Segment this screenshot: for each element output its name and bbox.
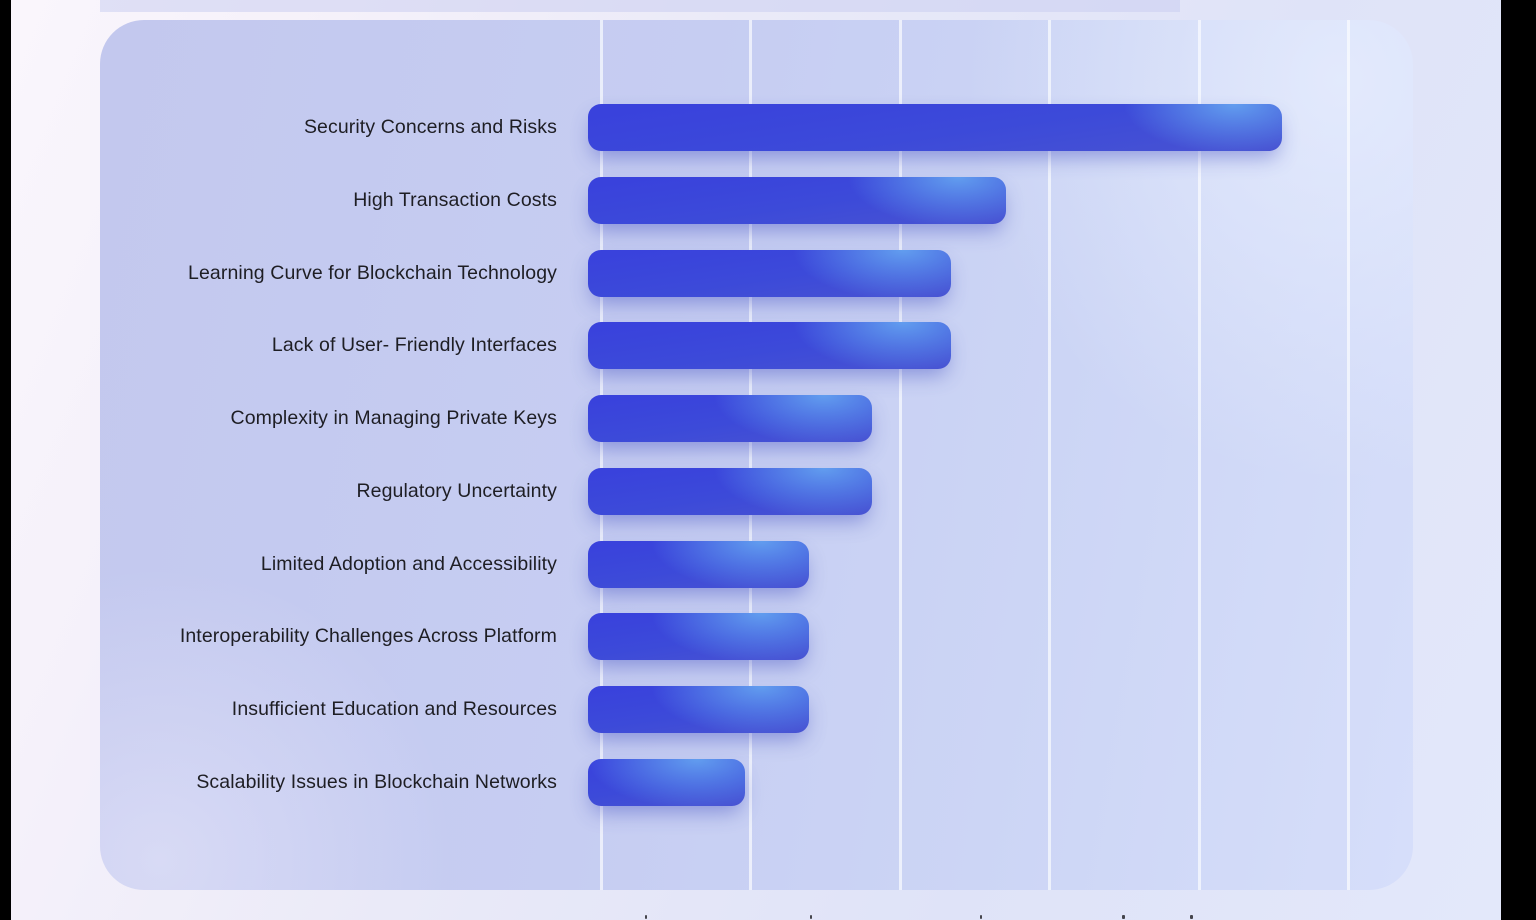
bar	[588, 104, 1282, 151]
cutoff-text-fragment	[645, 915, 647, 919]
chart-panel: Security Concerns and Risks High Transact…	[100, 20, 1413, 890]
category-label: Limited Adoption and Accessibility	[260, 553, 557, 575]
bar-row: High Transaction Costs	[100, 177, 1413, 224]
bar	[588, 322, 951, 369]
bar-row: Complexity in Managing Private Keys	[100, 395, 1413, 442]
gridline	[600, 20, 603, 890]
category-label: Regulatory Uncertainty	[356, 480, 557, 502]
bar-row: Limited Adoption and Accessibility	[100, 541, 1413, 588]
bar-row: Security Concerns and Risks	[100, 104, 1413, 151]
category-label: Security Concerns and Risks	[303, 116, 557, 138]
bar	[588, 686, 809, 733]
category-label: High Transaction Costs	[353, 189, 557, 211]
bar	[588, 250, 951, 297]
cutoff-top-band	[100, 0, 1180, 12]
bar	[588, 613, 809, 660]
cutoff-text-fragment	[980, 915, 982, 919]
gridline	[899, 20, 902, 890]
category-label: Complexity in Managing Private Keys	[230, 407, 557, 429]
bar	[588, 395, 872, 442]
cutoff-text-fragment	[1190, 915, 1193, 919]
bar-row: Learning Curve for Blockchain Technology	[100, 250, 1413, 297]
gridline	[1198, 20, 1201, 890]
category-label: Insufficient Education and Resources	[231, 698, 557, 720]
gridline	[749, 20, 752, 890]
gridline	[1347, 20, 1350, 890]
bar	[588, 541, 809, 588]
category-label: Learning Curve for Blockchain Technology	[188, 262, 557, 284]
bar	[588, 468, 872, 515]
bar-row: Interoperability Challenges Across Platf…	[100, 613, 1413, 660]
cutoff-text-fragment	[1122, 915, 1125, 919]
bar	[588, 177, 1006, 224]
bar-row: Scalability Issues in Blockchain Network…	[100, 759, 1413, 806]
gridline	[1048, 20, 1051, 890]
bar	[588, 759, 745, 806]
category-label: Interoperability Challenges Across Platf…	[179, 625, 557, 647]
category-label: Lack of User- Friendly Interfaces	[271, 334, 557, 356]
bar-row: Regulatory Uncertainty	[100, 468, 1413, 515]
bar-row: Lack of User- Friendly Interfaces	[100, 322, 1413, 369]
category-label: Scalability Issues in Blockchain Network…	[196, 771, 557, 793]
bar-row: Insufficient Education and Resources	[100, 686, 1413, 733]
cutoff-text-fragment	[810, 915, 812, 919]
